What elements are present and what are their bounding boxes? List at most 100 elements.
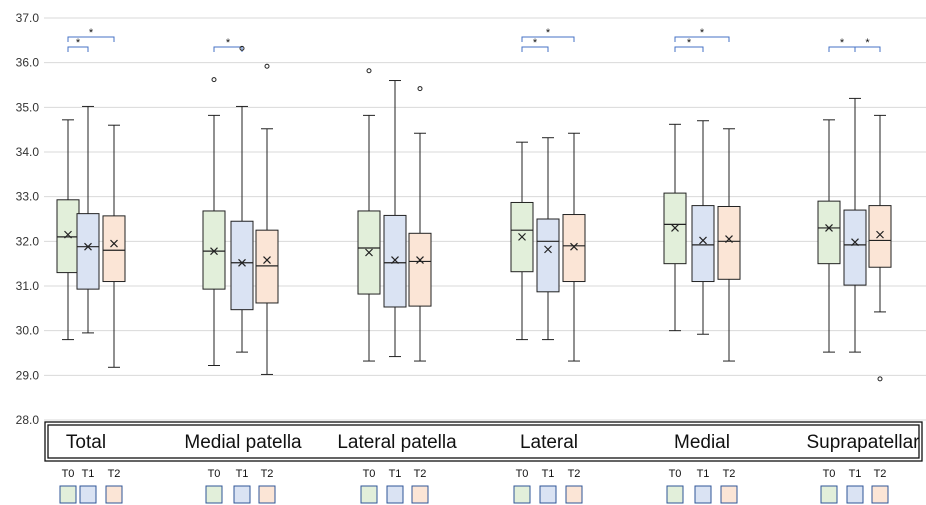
legend-swatch-t2 bbox=[871, 485, 889, 504]
timepoint-label: T2 bbox=[108, 468, 121, 480]
significance-star: * bbox=[687, 37, 692, 49]
legend-swatch-t0 bbox=[360, 485, 378, 504]
legend-swatch-t2 bbox=[105, 485, 123, 504]
y-tick-label: 33.0 bbox=[16, 190, 40, 204]
significance-bracket bbox=[67, 36, 115, 42]
timepoint-label: T0 bbox=[669, 468, 682, 480]
outlier-point bbox=[877, 376, 883, 382]
timepoint-label: T2 bbox=[568, 468, 581, 480]
box-iqr bbox=[408, 232, 432, 307]
y-tick-label: 28.0 bbox=[16, 413, 40, 427]
mean-marker bbox=[238, 258, 246, 267]
legend-swatch-t0 bbox=[820, 485, 838, 504]
y-tick-label: 30.0 bbox=[16, 324, 40, 338]
legend-swatch-t0 bbox=[59, 485, 77, 504]
legend-swatch-t1 bbox=[539, 485, 557, 504]
group-label: Medial bbox=[674, 432, 730, 453]
timepoint-legend: T0 T1 T2 T0 T1 T2 T0 T1 T2 T0 T1 T2 T0 T1 T2 T0 T1 T2 bbox=[59, 468, 889, 504]
box-iqr bbox=[202, 210, 226, 290]
timepoint-label: T0 bbox=[363, 468, 376, 480]
group-label-frame-inner bbox=[47, 424, 920, 459]
y-tick-label: 36.0 bbox=[16, 56, 40, 70]
outlier-point bbox=[264, 63, 270, 69]
timepoint-label: T2 bbox=[723, 468, 736, 480]
mean-marker bbox=[825, 224, 833, 232]
group-label-band bbox=[44, 421, 923, 462]
group-label: Total bbox=[66, 432, 106, 453]
mean-marker bbox=[725, 235, 733, 244]
box-iqr bbox=[102, 215, 126, 283]
group-label: Lateral patella bbox=[337, 432, 457, 453]
legend-swatch-t1 bbox=[233, 485, 251, 504]
significance-star: * bbox=[89, 27, 94, 39]
timepoint-label: T1 bbox=[236, 468, 249, 480]
timepoint-label: T0 bbox=[208, 468, 221, 480]
mean-marker bbox=[110, 239, 118, 248]
y-tick-label: 31.0 bbox=[16, 279, 40, 293]
mean-marker bbox=[570, 242, 578, 251]
significance-star: * bbox=[546, 27, 551, 39]
group-label-frame-outer bbox=[44, 421, 923, 462]
box-iqr bbox=[843, 209, 867, 286]
mean-marker bbox=[210, 247, 218, 256]
box-iqr bbox=[536, 218, 560, 293]
y-tick-label: 32.0 bbox=[16, 234, 40, 248]
significance-star: * bbox=[76, 37, 81, 49]
significance-bracket bbox=[674, 46, 704, 52]
legend-swatch-t1 bbox=[846, 485, 864, 504]
box-iqr bbox=[868, 205, 892, 268]
y-axis-tick-labels: 28.0 29.0 30.0 31.0 32.0 33.0 34.0 35.0 36.0 37.0 bbox=[16, 11, 40, 427]
y-tick-label: 35.0 bbox=[16, 100, 40, 114]
legend-swatch-t2 bbox=[411, 485, 429, 504]
box-iqr bbox=[76, 213, 100, 290]
group-label: Medial patella bbox=[184, 432, 302, 453]
box-iqr bbox=[230, 220, 254, 311]
y-tick-label: 34.0 bbox=[16, 145, 40, 159]
legend-swatch-t2 bbox=[565, 485, 583, 504]
outlier-point bbox=[417, 86, 423, 92]
box-iqr bbox=[562, 214, 586, 283]
timepoint-label: T1 bbox=[389, 468, 402, 480]
timepoint-label: T0 bbox=[62, 468, 75, 480]
y-tick-label: 29.0 bbox=[16, 368, 40, 382]
y-tick-label: 37.0 bbox=[16, 11, 40, 25]
timepoint-label: T2 bbox=[414, 468, 427, 480]
group-labels: Total Medial patella Lateral patella Latera… bbox=[66, 432, 920, 453]
legend-swatch-t2 bbox=[720, 485, 738, 504]
significance-bracket bbox=[674, 36, 730, 42]
legend-swatch-t1 bbox=[386, 485, 404, 504]
box-iqr bbox=[56, 199, 80, 274]
group-label: Lateral bbox=[520, 432, 578, 453]
mean-marker bbox=[851, 238, 859, 247]
legend-swatch-t0 bbox=[513, 485, 531, 504]
box-iqr bbox=[817, 200, 841, 265]
significance-star: * bbox=[865, 37, 870, 49]
box-iqr bbox=[717, 205, 741, 280]
timepoint-label: T1 bbox=[542, 468, 555, 480]
legend-swatch-t2 bbox=[258, 485, 276, 504]
mean-marker bbox=[391, 256, 399, 265]
significance-star: * bbox=[700, 27, 705, 39]
significance-bracket bbox=[213, 46, 243, 52]
legend-swatch-t1 bbox=[79, 485, 97, 504]
mean-marker bbox=[518, 232, 526, 241]
legend-swatch-t0 bbox=[666, 485, 684, 504]
significance-bracket bbox=[521, 46, 549, 52]
group-label: Suprapatellar bbox=[806, 432, 920, 453]
mean-marker bbox=[365, 248, 373, 257]
gridlines bbox=[44, 17, 926, 421]
significance-star: * bbox=[226, 37, 231, 49]
timepoint-label: T1 bbox=[697, 468, 710, 480]
mean-marker bbox=[64, 230, 72, 239]
outlier-point bbox=[239, 45, 245, 51]
outlier-point bbox=[211, 77, 217, 83]
outlier-point bbox=[366, 68, 372, 74]
significance-star: * bbox=[533, 37, 538, 49]
mean-marker bbox=[671, 224, 679, 232]
mean-marker bbox=[544, 245, 552, 254]
mean-marker bbox=[699, 236, 707, 245]
significance-bracket bbox=[521, 36, 575, 42]
timepoint-label: T2 bbox=[874, 468, 887, 480]
legend-swatch-t0 bbox=[205, 485, 223, 504]
